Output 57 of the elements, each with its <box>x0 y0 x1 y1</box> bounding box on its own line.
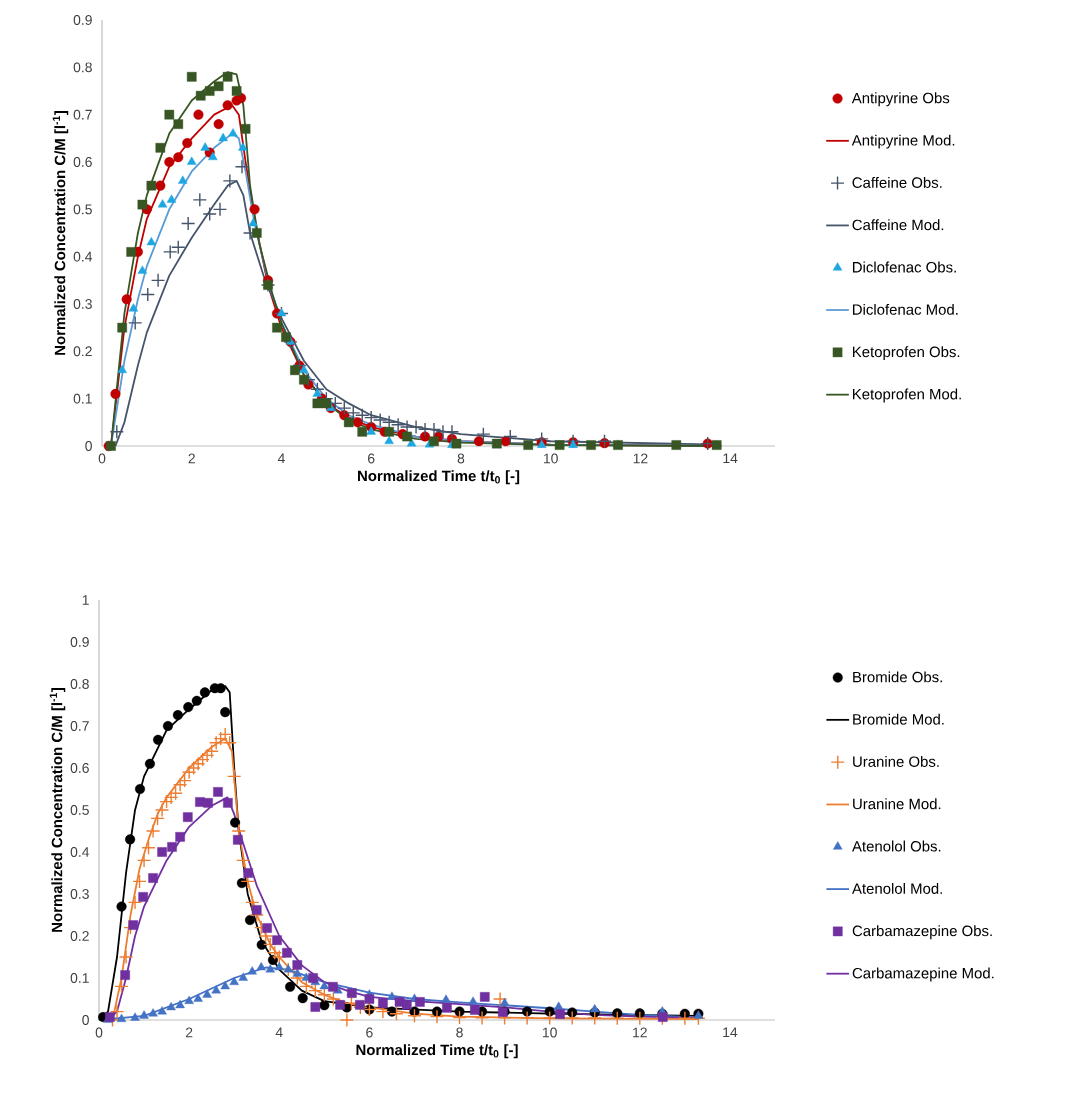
x-tick-label: 2 <box>185 1027 193 1038</box>
x-axis-title: Normalized Time t/t$_{0}$ [-] <box>356 1044 518 1059</box>
legend-label: Bromide Mod. <box>853 713 944 725</box>
y-axis-title: Normalized Concentration C/M [l$^{-1}$] <box>49 688 66 932</box>
legend-label: Ketoprofen Mod. <box>852 388 961 403</box>
x-tick-label: 0 <box>95 1027 103 1038</box>
y-tick-label: 0.8 <box>70 679 89 689</box>
legend-label: Uranine Obs. <box>853 756 939 767</box>
x-tick-label: 0 <box>98 453 106 464</box>
x-tick-label: 10 <box>542 1027 557 1038</box>
x-tick-label: 12 <box>633 1027 647 1038</box>
legend-label: Antipyrine Mod. <box>851 134 955 149</box>
legend-label: Ketoprofen Obs. <box>852 346 960 361</box>
y-tick-label: 0.1 <box>70 973 89 983</box>
x-tick-label: 6 <box>368 453 375 464</box>
x-tick-label: 14 <box>723 1027 738 1038</box>
x-tick-label: 4 <box>277 453 285 464</box>
y-tick-label: 0.3 <box>70 889 89 899</box>
x-tick-label: 4 <box>275 1027 283 1038</box>
y-tick-label: 0 <box>82 1015 89 1025</box>
legend-label: Uranine Mod. <box>853 798 941 810</box>
x-axis-title: Normalized Time t/t$_{0}$ [-] <box>358 470 520 485</box>
y-tick-label: 0.4 <box>73 251 93 262</box>
legend-label: Bromide Obs. <box>853 671 942 683</box>
y-tick-label: 0.6 <box>70 763 89 773</box>
y-tick-label: 0.8 <box>73 62 92 73</box>
legend-label: Caffeine Obs. <box>852 176 942 188</box>
legend-label: Atenolol Mod. <box>852 882 942 894</box>
y-tick-label: 0.5 <box>73 204 92 215</box>
y-tick-label: 0.1 <box>73 393 92 404</box>
legend-label: Caffeine Mod. <box>852 219 944 231</box>
y-tick-label: 0.9 <box>70 637 89 647</box>
y-tick-label: 0.7 <box>73 109 92 120</box>
y-tick-label: 0.2 <box>73 346 92 357</box>
y-tick-label: 0.6 <box>73 157 92 167</box>
y-tick-label: 0.3 <box>73 299 92 309</box>
x-tick-label: 10 <box>543 453 558 464</box>
y-tick-label: 0.2 <box>70 931 89 941</box>
x-tick-label: 6 <box>366 1027 373 1038</box>
y-tick-label: 1 <box>82 595 89 605</box>
x-tick-label: 8 <box>457 453 465 464</box>
y-tick-label: 0.4 <box>70 847 90 857</box>
legend-label: Diclofenac Mod. <box>852 303 958 315</box>
legend-label: Atenolol Obs. <box>852 840 941 852</box>
y-tick-label: 0.7 <box>70 721 89 731</box>
legend-label: Antipyrine Obs <box>851 92 950 107</box>
y-axis-title: Normalized Concentration C/M [l$^{-1}$] <box>52 111 69 355</box>
y-tick-label: 0.9 <box>73 15 92 25</box>
y-tick-label: 0.5 <box>70 805 89 815</box>
y-tick-label: 0 <box>85 441 92 451</box>
x-tick-label: 8 <box>456 1027 463 1038</box>
x-tick-label: 14 <box>723 453 738 464</box>
legend-label: Carbamazepine Obs. <box>852 925 992 940</box>
legend-label: Carbamazepine Mod. <box>852 967 994 982</box>
legend-label: Diclofenac Obs. <box>852 261 956 273</box>
x-tick-label: 2 <box>188 453 195 464</box>
x-tick-label: 12 <box>633 453 648 464</box>
